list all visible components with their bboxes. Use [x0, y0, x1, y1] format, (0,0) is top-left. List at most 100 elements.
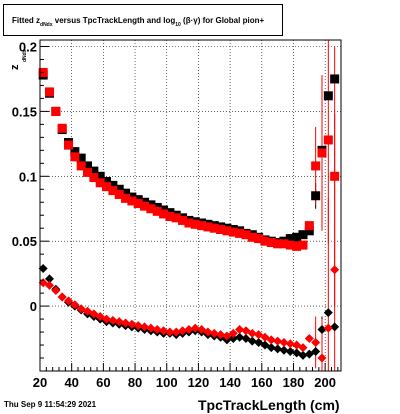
data-point-square — [165, 212, 175, 222]
data-point-diamond — [273, 344, 283, 354]
data-point-square — [76, 161, 86, 171]
data-point-square — [76, 153, 86, 163]
title-z: z — [36, 16, 41, 25]
data-point-square — [247, 232, 257, 242]
data-point-square — [57, 123, 67, 133]
data-point-square — [133, 199, 143, 209]
data-point-square — [159, 209, 169, 219]
data-point-diamond — [304, 334, 314, 344]
data-point-square — [83, 161, 93, 171]
data-point-square — [70, 152, 80, 162]
data-point-diamond — [140, 322, 150, 332]
data-point-diamond — [159, 326, 169, 336]
data-point-square — [260, 236, 270, 246]
data-point-square — [114, 189, 124, 199]
data-point-square — [235, 228, 245, 238]
data-point-diamond — [235, 324, 245, 334]
data-point-diamond — [57, 292, 67, 302]
data-point-square — [273, 239, 283, 249]
data-point-diamond — [323, 308, 333, 318]
data-point-diamond — [178, 326, 188, 336]
plot-frame — [39, 39, 342, 372]
data-point-diamond — [114, 317, 124, 327]
x-tick-label: 20 — [33, 375, 47, 390]
data-point-diamond — [190, 323, 200, 333]
data-point-square — [311, 191, 321, 201]
data-point-diamond — [266, 343, 276, 353]
data-point-square — [121, 193, 131, 203]
data-point-diamond — [330, 265, 340, 275]
data-point-square — [184, 218, 194, 228]
data-point-square — [197, 221, 207, 231]
data-point-diamond — [298, 350, 308, 360]
y-tick-label: 0.1 — [19, 169, 37, 184]
data-point-diamond — [228, 328, 238, 338]
data-point-square — [292, 241, 302, 251]
data-point-square — [241, 230, 251, 240]
x-tick-label: 100 — [156, 375, 178, 390]
data-point-diamond — [311, 337, 321, 347]
data-point-diamond — [45, 280, 55, 290]
data-point-square — [216, 225, 226, 235]
data-point-square — [178, 215, 188, 225]
x-tick-label: 180 — [283, 375, 305, 390]
title-fitted: Fitted — [12, 16, 34, 25]
data-point-square — [298, 240, 308, 250]
data-point-square — [298, 230, 308, 240]
data-point-square — [64, 140, 74, 150]
data-point-square — [121, 188, 131, 198]
data-point-square — [140, 201, 150, 211]
data-point-square — [266, 237, 276, 247]
data-point-square — [254, 234, 264, 244]
title-log-sub: 10 — [175, 22, 181, 28]
title-z-sub: dNdx — [40, 22, 53, 28]
data-point-diamond — [203, 327, 213, 337]
data-point-square — [45, 87, 55, 97]
data-point-square — [317, 148, 327, 158]
data-point-square — [190, 219, 200, 229]
data-point-square — [304, 221, 314, 231]
x-axis-title: TpcTrackLength (cm) — [198, 397, 340, 413]
data-point-diamond — [317, 353, 327, 363]
x-tick-label: 140 — [219, 375, 241, 390]
data-point-diamond — [133, 321, 143, 331]
y-axis-title: z dNdx — [4, 40, 28, 74]
y-tick-label: 0 — [30, 299, 37, 314]
x-tick-label: 60 — [96, 375, 110, 390]
data-point-diamond — [279, 345, 289, 355]
data-point-diamond — [279, 337, 289, 347]
data-point-square — [127, 196, 137, 206]
data-point-square — [330, 171, 340, 181]
data-point-diamond — [235, 332, 245, 342]
data-point-diamond — [70, 300, 80, 310]
x-tick-label: 200 — [314, 375, 336, 390]
x-tick-label: 80 — [128, 375, 142, 390]
data-point-square — [203, 222, 213, 232]
data-point-square — [222, 226, 232, 236]
data-point-diamond — [51, 286, 61, 296]
data-point-diamond — [285, 347, 295, 357]
data-point-diamond — [38, 263, 48, 273]
data-point-diamond — [165, 327, 175, 337]
data-point-square — [285, 234, 295, 244]
data-point-square — [311, 161, 321, 171]
data-point-diamond — [247, 328, 257, 338]
x-tick-label: 120 — [188, 375, 210, 390]
data-point-diamond — [311, 347, 321, 357]
data-point-square — [89, 166, 99, 176]
data-point-diamond — [209, 328, 219, 338]
data-point-diamond — [127, 319, 137, 329]
data-point-square — [95, 178, 105, 188]
marker-layer — [38, 67, 340, 363]
data-point-square — [108, 186, 118, 196]
title-box: Fitted zdNdx versus TpcTrackLength and l… — [3, 4, 283, 36]
data-point-diamond — [317, 324, 327, 334]
data-point-square — [228, 227, 238, 237]
title-versus: versus TpcTrackLength and log — [54, 16, 176, 25]
title-tail: (β·γ) for Global pion+ — [183, 16, 265, 25]
y-axis-label-sub: dNdx — [22, 49, 28, 62]
data-point-diamond — [285, 339, 295, 349]
data-point-diamond — [171, 327, 181, 337]
